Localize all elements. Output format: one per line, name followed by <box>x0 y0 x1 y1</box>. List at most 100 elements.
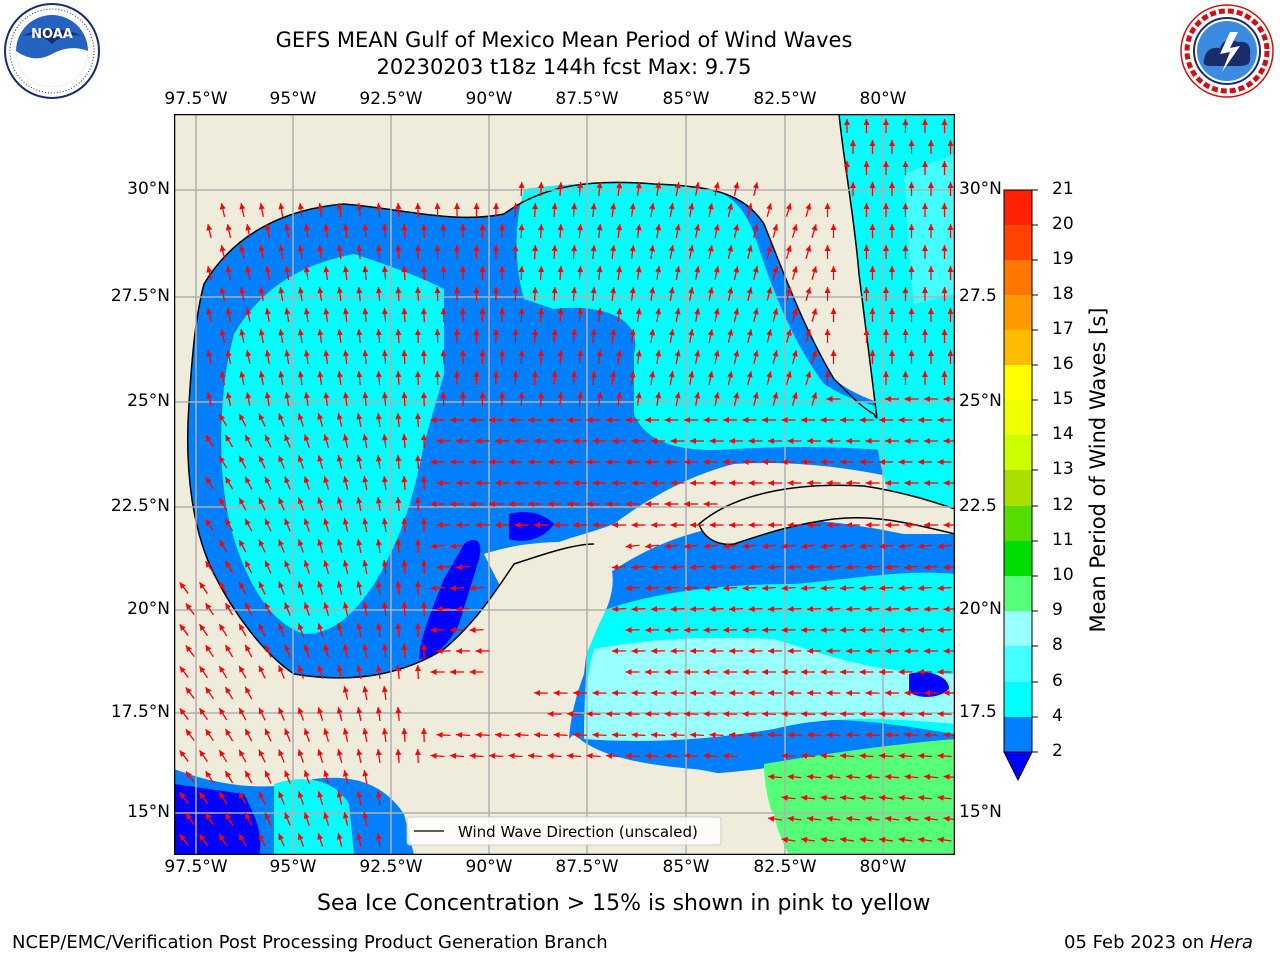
wave-direction-arrow <box>449 585 465 592</box>
wave-direction-arrow <box>244 560 253 574</box>
wave-direction-arrow <box>198 707 209 721</box>
wave-direction-arrow <box>512 370 519 386</box>
wave-direction-arrow <box>375 244 382 260</box>
wave-direction-arrow <box>846 438 860 444</box>
wave-direction-arrow <box>689 731 705 738</box>
wave-direction-arrow <box>781 585 796 592</box>
wave-direction-arrow <box>532 244 539 260</box>
wave-direction-arrow <box>924 438 938 444</box>
wave-direction-arrow <box>713 350 720 364</box>
wave-direction-arrow <box>401 349 408 365</box>
wave-direction-arrow <box>664 585 679 592</box>
wave-direction-arrow <box>336 455 343 469</box>
wave-direction-arrow <box>244 812 253 826</box>
colorbar <box>1000 186 1070 786</box>
wave-direction-arrow <box>297 370 304 386</box>
wave-direction-arrow <box>434 286 441 302</box>
wave-direction-arrow <box>902 203 909 217</box>
colorbar-bin <box>1004 646 1032 682</box>
wave-direction-arrow <box>205 518 214 532</box>
wave-direction-arrow <box>303 349 310 365</box>
wave-direction-arrow <box>508 501 523 507</box>
yucatan-dark-patch <box>509 512 554 541</box>
wave-direction-arrow <box>430 669 445 676</box>
wave-direction-arrow <box>807 438 821 444</box>
wave-direction-arrow <box>534 480 548 486</box>
wave-direction-arrow <box>225 350 232 364</box>
caribbean-green <box>764 739 955 855</box>
wave-direction-arrow <box>284 476 291 490</box>
wave-direction-arrow <box>922 245 928 259</box>
gulf-ocean-light-east <box>516 183 955 460</box>
wave-direction-arrow <box>863 329 870 343</box>
wave-direction-arrow <box>342 265 349 281</box>
wave-direction-arrow <box>865 438 880 444</box>
wave-direction-arrow <box>649 244 656 260</box>
wave-direction-arrow <box>395 622 402 638</box>
wave-direction-arrow <box>650 648 666 655</box>
wave-direction-arrow <box>670 522 685 528</box>
wave-direction-arrow <box>707 287 714 301</box>
wave-direction-arrow <box>538 349 545 365</box>
wave-direction-arrow <box>937 669 952 676</box>
wave-direction-arrow <box>863 203 870 217</box>
wave-direction-arrow <box>278 497 285 511</box>
chart-subtitle: 20230203 t18z 144h fcst Max: 9.75 <box>376 55 752 79</box>
wave-direction-arrow <box>878 585 894 592</box>
wave-direction-arrow <box>703 543 718 550</box>
wave-direction-arrow <box>865 564 880 571</box>
wave-direction-arrow <box>469 627 484 634</box>
wave-direction-arrow <box>752 392 759 406</box>
wave-direction-arrow <box>668 328 675 344</box>
wave-direction-arrow <box>651 480 665 486</box>
wave-direction-arrow <box>401 727 408 743</box>
wave-direction-arrow <box>538 181 545 197</box>
lat-tick-right: 30°N <box>959 179 1002 199</box>
wave-direction-arrow <box>430 543 445 550</box>
wave-direction-arrow <box>264 391 271 407</box>
wave-direction-arrow <box>362 223 369 239</box>
wave-direction-arrow <box>904 480 919 486</box>
wave-direction-arrow <box>401 307 408 323</box>
wave-direction-arrow <box>590 286 597 302</box>
wave-direction-arrow <box>571 370 578 386</box>
wave-direction-arrow <box>264 434 272 448</box>
wave-direction-arrow <box>800 627 816 634</box>
wave-direction-arrow <box>865 606 880 613</box>
wave-direction-arrow <box>898 627 913 634</box>
wave-direction-arrow <box>703 417 718 423</box>
wave-direction-arrow <box>469 752 484 759</box>
wave-direction-arrow <box>297 455 304 469</box>
wave-direction-arrow <box>258 455 266 469</box>
wave-direction-arrow <box>225 392 232 406</box>
wave-direction-arrow <box>264 265 271 281</box>
wave-direction-arrow <box>846 480 860 486</box>
wave-direction-arrow <box>670 606 685 613</box>
wave-direction-arrow <box>683 627 699 634</box>
colorbar-tick-label: 10 <box>1052 565 1074 585</box>
wave-direction-arrow <box>805 245 812 259</box>
wave-direction-arrow <box>923 606 939 613</box>
lon-tick-top: 90°W <box>465 89 513 109</box>
wave-direction-arrow <box>941 119 948 133</box>
wave-direction-arrow <box>606 501 620 507</box>
wave-direction-arrow <box>596 181 603 197</box>
wave-direction-arrow <box>362 307 369 323</box>
wave-direction-arrow <box>859 836 874 843</box>
wave-direction-arrow <box>336 539 343 553</box>
wave-direction-arrow <box>689 648 705 655</box>
wave-direction-arrow <box>317 539 324 553</box>
wave-direction-arrow <box>264 223 271 239</box>
wave-direction-arrow <box>258 244 265 260</box>
wave-direction-arrow <box>612 480 626 486</box>
wave-direction-arrow <box>865 648 880 655</box>
wave-direction-arrow <box>947 140 954 154</box>
wave-direction-arrow <box>625 669 640 676</box>
wave-direction-arrow <box>395 538 402 554</box>
wave-direction-arrow <box>733 308 740 322</box>
wave-direction-arrow <box>245 266 252 280</box>
wave-direction-arrow <box>430 417 445 423</box>
wave-direction-arrow <box>904 689 919 696</box>
wave-direction-arrow <box>258 791 266 805</box>
wave-direction-arrow <box>596 265 603 281</box>
